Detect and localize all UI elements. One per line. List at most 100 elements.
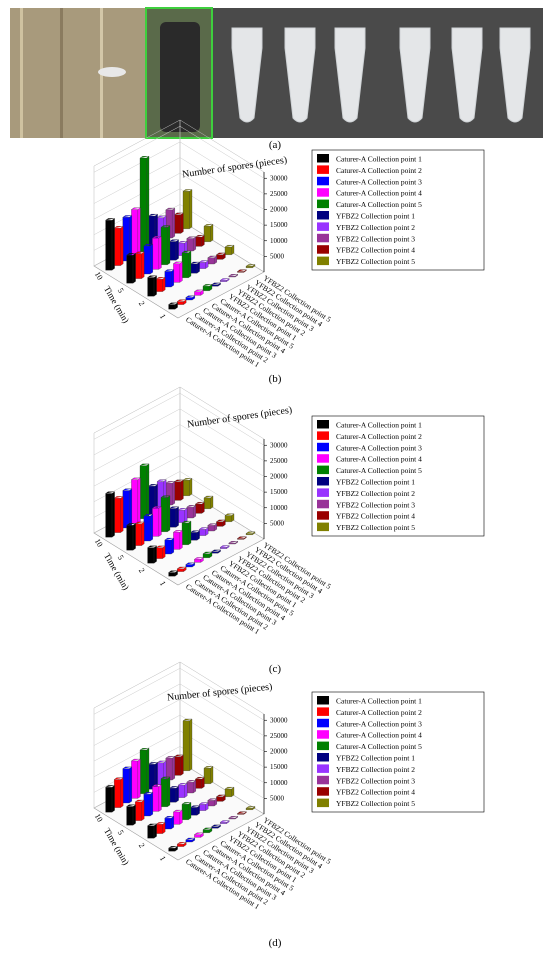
bar [220, 278, 230, 282]
legend-box [311, 415, 485, 537]
legend-label: YFBZ2 Collection point 4 [336, 246, 415, 255]
bar [135, 521, 145, 546]
bar [194, 289, 204, 296]
y-tick-label: 20000 [270, 748, 288, 756]
bar [135, 799, 145, 821]
bar [224, 787, 235, 797]
legend-label: Caturer-A Collection point 5 [336, 742, 422, 751]
x-tick-label: 5 [116, 287, 126, 295]
bar [178, 783, 188, 798]
bar [152, 506, 162, 537]
grid-line [93, 668, 181, 715]
y-tick-label: 5000 [270, 794, 285, 802]
bar [164, 269, 174, 288]
x-tick-label: 10 [93, 537, 105, 548]
bar [186, 780, 196, 794]
grid-line [179, 172, 265, 226]
bar [160, 495, 171, 532]
bar [160, 225, 171, 265]
bar [220, 545, 230, 549]
legend-swatch [317, 465, 329, 475]
bar [164, 816, 174, 830]
legend-swatch [317, 707, 329, 716]
bar [173, 261, 183, 283]
y-tick-label: 15000 [270, 763, 288, 771]
grid-line [93, 683, 181, 731]
legend-label: YFBZ2 Collection point 1 [336, 212, 415, 221]
bar [139, 463, 150, 519]
bar [181, 520, 192, 545]
bar [199, 260, 209, 269]
bar [177, 566, 187, 572]
bar [105, 491, 115, 538]
bar [177, 842, 187, 847]
grid-line [93, 126, 181, 173]
grid-line [179, 746, 265, 799]
bar [181, 250, 192, 278]
legend-label: YFBZ2 Collection point 2 [336, 223, 415, 232]
legend-box [311, 691, 485, 813]
legend-swatch [317, 176, 329, 186]
bar [168, 846, 178, 852]
bar [203, 224, 214, 242]
bar [195, 235, 205, 247]
bar [139, 748, 150, 794]
bar [220, 820, 230, 824]
legend-swatch [317, 488, 329, 497]
bar [122, 766, 132, 804]
y-tick-label: 5000 [270, 519, 285, 527]
bar [245, 531, 256, 535]
grid-line [179, 714, 265, 768]
grid-line [179, 188, 265, 241]
bar [207, 255, 217, 265]
legend-label: Caturer-A Collection point 3 [336, 177, 422, 186]
y-tick-label: 20000 [270, 206, 288, 214]
grid-line [93, 408, 181, 456]
photo-tubes [231, 27, 531, 123]
panel-label: (a) [269, 139, 282, 151]
bar [173, 530, 183, 550]
legend-box [311, 149, 485, 271]
x-tick-label: 1 [158, 313, 168, 321]
bar [194, 557, 204, 563]
bar [156, 545, 166, 559]
bar [143, 514, 153, 542]
grid-line [179, 424, 265, 477]
y-tick-label: 10000 [270, 237, 288, 245]
bar [185, 295, 195, 301]
grid-line [93, 157, 181, 204]
bar [181, 802, 192, 820]
bar [165, 756, 175, 781]
grid-line [93, 714, 181, 762]
legend-label: YFBZ2 Collection point 2 [336, 489, 415, 498]
photo-trap [160, 22, 200, 132]
bar [228, 274, 238, 278]
y-tick-label: 10000 [270, 504, 288, 512]
grid-line [179, 204, 265, 257]
panel-label: (b) [269, 373, 282, 385]
bar [195, 502, 205, 514]
x-tick-label: 2 [137, 842, 147, 850]
bar [216, 519, 226, 527]
grid-line [93, 424, 181, 471]
legend-label: Caturer-A Collection point 3 [336, 443, 422, 452]
bar [186, 236, 196, 252]
bar [139, 156, 150, 252]
bar [224, 513, 235, 522]
legend-swatch [317, 256, 329, 266]
bar [190, 805, 200, 816]
bar [202, 551, 213, 558]
bar [211, 549, 221, 554]
bar [216, 794, 226, 802]
bar [126, 253, 136, 284]
grid-line [93, 730, 181, 777]
bar [185, 837, 195, 843]
bar [245, 806, 256, 810]
bar [126, 804, 136, 826]
y-tick-label: 15000 [270, 221, 288, 229]
bar [202, 284, 213, 291]
